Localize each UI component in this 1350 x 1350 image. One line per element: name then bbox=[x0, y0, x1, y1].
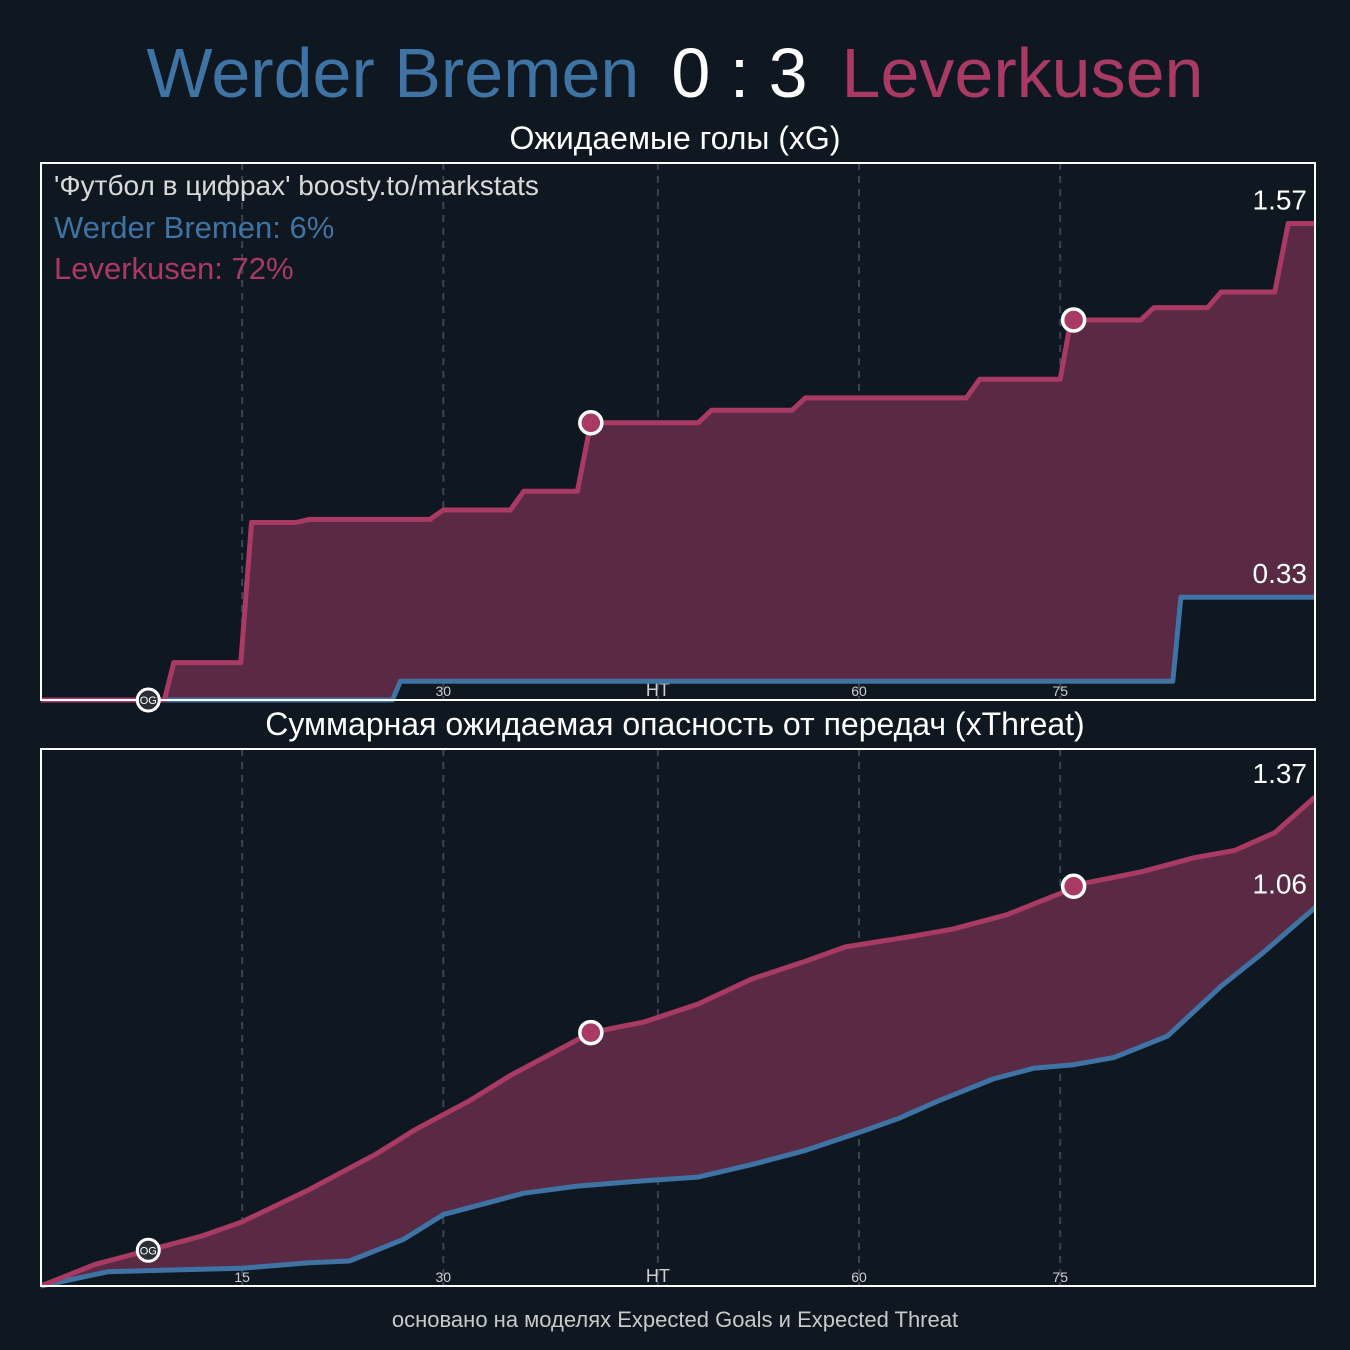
away-team-name: Leverkusen bbox=[841, 34, 1204, 112]
x-tick-label: HT bbox=[646, 1266, 670, 1286]
xg-chart: 1530HT6075OG0.331.57 bbox=[40, 162, 1316, 713]
watermark: 'Футбол в цифрах' boosty.to/markstats bbox=[54, 170, 539, 201]
xg-chart-title: Ожидаемые голы (xG) bbox=[509, 120, 841, 156]
x-tick-label: 75 bbox=[1052, 1269, 1068, 1285]
x-tick-label: 60 bbox=[851, 683, 867, 699]
home-team-name: Werder Bremen bbox=[146, 34, 640, 112]
own-goal-marker bbox=[135, 1237, 161, 1263]
x-tick-label: 15 bbox=[234, 1269, 250, 1285]
series-line-leverkusen bbox=[41, 221, 1315, 703]
goal-marker bbox=[578, 1019, 604, 1046]
goal-marker bbox=[1060, 873, 1087, 899]
end-value-label: 1.57 bbox=[1253, 184, 1308, 215]
match-header: Werder Bremen 0 : 3 Leverkusen bbox=[0, 28, 1350, 118]
end-value-label: 0.33 bbox=[1253, 558, 1308, 589]
xthreat-chart-title: Суммарная ожидаемая опасность от передач… bbox=[265, 706, 1085, 742]
end-value-label: 1.37 bbox=[1253, 758, 1308, 789]
home-win-probability: Werder Bremen: 6% bbox=[54, 210, 335, 245]
x-tick-label: 30 bbox=[436, 1269, 452, 1285]
x-tick-label: 30 bbox=[436, 683, 452, 699]
goal-marker bbox=[578, 410, 604, 436]
x-tick-label: HT bbox=[646, 680, 670, 700]
own-goal-label: OG bbox=[140, 695, 157, 707]
own-goal-marker bbox=[135, 687, 161, 713]
xg-difference-area bbox=[41, 223, 1315, 700]
plot-frame bbox=[40, 748, 1316, 1287]
x-tick-label: 60 bbox=[851, 1269, 867, 1285]
series-line-werder-bremen bbox=[40, 905, 1317, 1289]
goal-marker bbox=[1060, 307, 1087, 333]
series-line-leverkusen bbox=[40, 795, 1317, 1289]
end-value-label: 1.06 bbox=[1253, 869, 1308, 900]
own-goal-label: OG bbox=[140, 1245, 157, 1257]
match-score: 0 : 3 bbox=[671, 34, 808, 112]
away-win-probability: Leverkusen: 72% bbox=[54, 251, 294, 286]
x-tick-label: 75 bbox=[1052, 683, 1068, 699]
xg-difference-area bbox=[41, 797, 1315, 1286]
footer-note: основано на моделях Expected Goals и Exp… bbox=[391, 1307, 959, 1332]
plot-frame bbox=[40, 162, 1316, 701]
xthreat-chart: 15 30 HT 60 75 OG 1.06 1.37 bbox=[40, 748, 1317, 1289]
